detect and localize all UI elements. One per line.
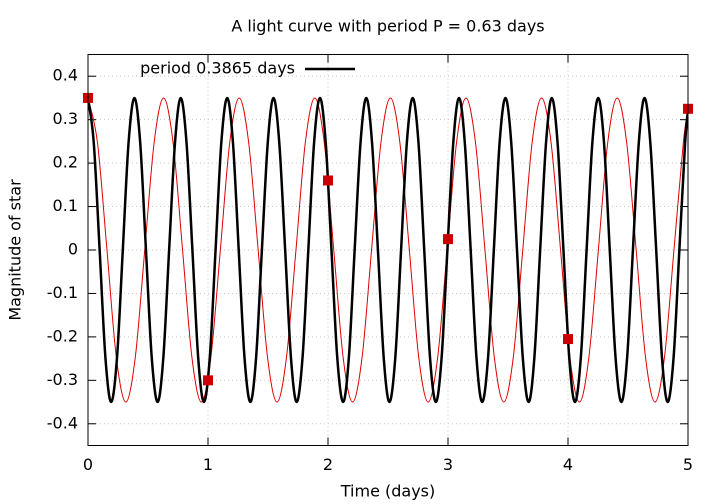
data-point bbox=[203, 375, 213, 386]
x-tick-label: 4 bbox=[563, 455, 573, 474]
y-tick-label: -0.1 bbox=[47, 283, 78, 302]
x-tick-label: 0 bbox=[83, 455, 93, 474]
y-tick-label: 0.2 bbox=[53, 153, 78, 172]
y-tick-label: -0.2 bbox=[47, 326, 78, 345]
curve bbox=[88, 97, 688, 403]
y-tick-label: 0.4 bbox=[53, 66, 78, 85]
x-tick-label: 5 bbox=[683, 455, 693, 474]
data-point bbox=[443, 234, 453, 245]
y-tick-label: -0.4 bbox=[47, 413, 78, 432]
chart-title: A light curve with period P = 0.63 days bbox=[231, 17, 544, 36]
data-point bbox=[323, 175, 333, 186]
x-axis-label: Time (days) bbox=[340, 482, 436, 501]
y-tick-label: 0.3 bbox=[53, 109, 78, 128]
y-tick-label: -0.3 bbox=[47, 370, 78, 389]
y-axis-label: Magnitude of star bbox=[6, 179, 25, 321]
legend-label: period 0.3865 days bbox=[140, 59, 295, 78]
curve bbox=[88, 96, 688, 404]
x-tick-label: 2 bbox=[323, 455, 333, 474]
y-tick-label: 0.1 bbox=[53, 196, 78, 215]
data-point bbox=[563, 334, 573, 345]
plot-frame bbox=[87, 54, 689, 446]
x-tick-label: 3 bbox=[443, 455, 453, 474]
y-tick-label: 0 bbox=[68, 240, 78, 259]
x-tick-label: 1 bbox=[203, 455, 213, 474]
